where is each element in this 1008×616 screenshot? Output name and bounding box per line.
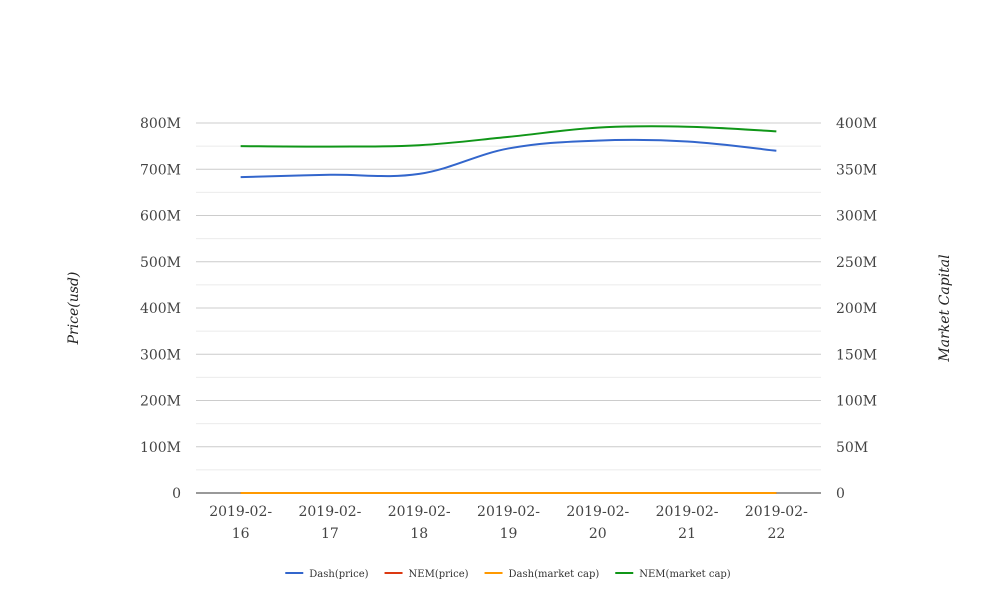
- y-left-tick-label: 0: [172, 486, 181, 502]
- legend-label: NEM(price): [409, 569, 469, 580]
- y-right-tick-label: 0: [836, 486, 845, 502]
- x-tick-label: 2019-02-20: [566, 504, 629, 542]
- grid-lines: [196, 122, 821, 471]
- y-left-tick-label: 600M: [140, 209, 181, 225]
- series-lines: [240, 125, 777, 495]
- x-tick-label: 2019-02-16: [209, 504, 272, 542]
- x-axis-ticks: 2019-02-16 2019-02-17 2019-02-18 2019-02-19…: [209, 504, 808, 542]
- x-tick-label: 2019-02-17: [298, 504, 361, 542]
- legend-item-nem-market-cap[interactable]: NEM(market cap): [615, 569, 731, 580]
- y-axis-right-label: Market Capital: [937, 254, 953, 362]
- left-axis-ticks: 0 100M 200M 300M 400M 500M 600M 700M 800M: [140, 116, 181, 502]
- y-right-tick-label: 100M: [836, 394, 877, 410]
- x-tick-label: 2019-02-18: [388, 504, 451, 542]
- y-right-tick-label: 150M: [836, 347, 877, 363]
- y-right-tick-label: 300M: [836, 209, 877, 225]
- legend-label: NEM(market cap): [639, 569, 731, 580]
- legend-item-dash-market-cap[interactable]: Dash(market cap): [484, 569, 600, 580]
- y-right-tick-label: 200M: [836, 301, 877, 317]
- y-right-tick-label: 350M: [836, 162, 877, 178]
- x-tick-label: 2019-02-19: [477, 504, 540, 542]
- y-left-tick-label: 800M: [140, 116, 181, 132]
- x-tick-label: 2019-02-22: [745, 504, 808, 542]
- y-left-tick-label: 300M: [140, 347, 181, 363]
- legend-item-dash-price[interactable]: Dash(price): [285, 569, 369, 580]
- y-right-tick-label: 400M: [836, 116, 877, 132]
- legend-item-nem-price[interactable]: NEM(price): [384, 569, 469, 580]
- legend[interactable]: Dash(price) NEM(price) Dash(market cap) NEM…: [285, 569, 731, 580]
- y-right-tick-label: 50M: [836, 440, 868, 456]
- series-line-nem-market-cap: [240, 125, 777, 148]
- y-axis-left-label: Price(usd): [66, 272, 82, 346]
- legend-label: Dash(market cap): [509, 569, 600, 580]
- y-left-tick-label: 700M: [140, 162, 181, 178]
- y-left-tick-label: 100M: [140, 440, 181, 456]
- y-left-tick-label: 500M: [140, 255, 181, 271]
- y-left-tick-label: 200M: [140, 394, 181, 410]
- series-line-dash-price: [240, 138, 777, 179]
- y-left-tick-label: 400M: [140, 301, 181, 317]
- right-axis-ticks: 0 50M 100M 150M 200M 250M 300M 350M 400M: [836, 116, 877, 502]
- y-right-tick-label: 250M: [836, 255, 877, 271]
- legend-label: Dash(price): [309, 569, 368, 580]
- x-tick-label: 2019-02-21: [656, 504, 719, 542]
